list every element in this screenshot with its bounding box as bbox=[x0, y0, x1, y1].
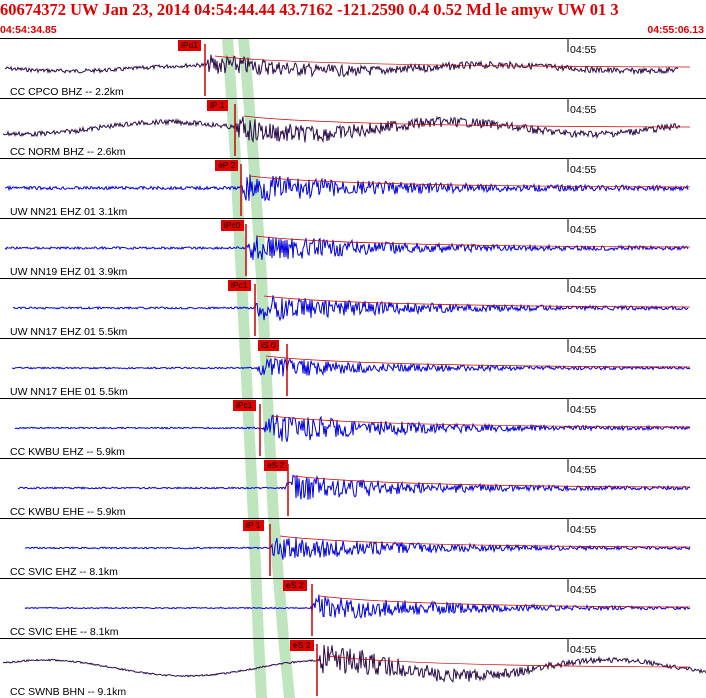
phase-pick-label[interactable]: iPc0 bbox=[221, 220, 244, 231]
coda-envelope bbox=[214, 55, 691, 68]
trace-panel[interactable]: iPc0 04:55 UW NN19 EHZ 01 3.9km bbox=[0, 218, 706, 278]
minute-tick-label: 04:55 bbox=[570, 404, 597, 416]
phase-pick-label[interactable]: iP 1 bbox=[207, 100, 228, 111]
seismic-waveform bbox=[14, 414, 691, 442]
trace-panel[interactable]: eS 2 04:55 CC SWNB BHN -- 9.1km bbox=[0, 638, 706, 698]
minute-tick-label: 04:55 bbox=[570, 224, 597, 236]
station-channel-label: CC SVIC EHE -- 8.1km bbox=[10, 626, 119, 638]
minute-tick-label: 04:55 bbox=[570, 284, 597, 296]
trace-panel[interactable]: eS 2 04:55 CC SVIC EHE -- 8.1km bbox=[0, 578, 706, 638]
minute-tick-label: 04:55 bbox=[570, 164, 597, 176]
phase-pick-label[interactable]: eP 2 bbox=[215, 160, 239, 171]
phase-pick-label[interactable]: eS 2 bbox=[283, 580, 307, 591]
phase-pick-label[interactable]: eS 2 bbox=[264, 460, 288, 471]
trace-panel[interactable]: iPd1 04:55 CC CPCO BHZ -- 2.2km bbox=[0, 38, 706, 98]
coda-envelope bbox=[255, 235, 691, 248]
coda-envelope bbox=[271, 415, 691, 428]
phase-pick-label[interactable]: eS 2 bbox=[290, 640, 314, 651]
seismic-waveform bbox=[2, 644, 706, 683]
station-channel-label: UW NN21 EHZ 01 3.1km bbox=[10, 206, 128, 218]
coda-envelope bbox=[243, 115, 691, 128]
station-channel-label: CC SVIC EHZ -- 8.1km bbox=[10, 566, 118, 578]
seismic-waveform bbox=[4, 174, 689, 202]
minute-tick-label: 04:55 bbox=[570, 344, 597, 356]
station-channel-label: UW NN19 EHZ 01 3.9km bbox=[10, 266, 128, 278]
phase-pick-label[interactable]: iPd1 bbox=[178, 40, 202, 51]
record-header: 60674372 UW Jan 23, 2014 04:54:44.44 43.… bbox=[0, 0, 706, 37]
minute-tick-label: 04:55 bbox=[570, 524, 597, 536]
seismic-waveform bbox=[24, 594, 691, 619]
phase-pick-label[interactable]: iP 1 bbox=[243, 520, 264, 531]
window-start-time: 04:54:34.85 bbox=[0, 24, 57, 36]
seismic-waveform bbox=[24, 537, 691, 560]
trace-panel[interactable]: iPc1 04:55 CC KWBU EHZ -- 5.9km bbox=[0, 398, 706, 458]
phase-pick-label[interactable]: iPc1 bbox=[228, 280, 251, 291]
event-summary-title: 60674372 UW Jan 23, 2014 04:54:44.44 43.… bbox=[0, 0, 619, 19]
station-channel-label: CC SWNB BHN -- 9.1km bbox=[10, 686, 127, 698]
station-channel-label: UW NN17 EHE 01 5.5km bbox=[10, 386, 128, 398]
minute-tick-label: 04:55 bbox=[570, 104, 597, 116]
window-end-time: 04:55:06.13 bbox=[647, 24, 704, 36]
station-channel-label: CC CPCO BHZ -- 2.2km bbox=[10, 86, 124, 98]
coda-envelope bbox=[319, 595, 691, 608]
station-channel-label: CC KWBU EHE -- 5.9km bbox=[10, 506, 126, 518]
seismic-waveform bbox=[4, 235, 689, 261]
seismic-waveform bbox=[4, 54, 679, 78]
minute-tick-label: 04:55 bbox=[570, 464, 597, 476]
phase-pick-label[interactable]: iPc1 bbox=[233, 400, 256, 411]
minute-tick-label: 04:55 bbox=[570, 584, 597, 596]
coda-envelope bbox=[265, 355, 691, 368]
trace-panel[interactable]: iP 1 04:55 CC NORM BHZ -- 2.6km bbox=[0, 98, 706, 158]
trace-panel[interactable]: eP 2 04:55 UW NN21 EHZ 01 3.1km bbox=[0, 158, 706, 218]
minute-tick-label: 04:55 bbox=[570, 44, 597, 56]
seismic-waveform bbox=[11, 357, 691, 377]
trace-panel[interactable]: iS 0 04:55 UW NN17 EHE 01 5.5km bbox=[0, 338, 706, 398]
station-channel-label: UW NN17 EHZ 01 5.5km bbox=[10, 326, 128, 338]
coda-envelope bbox=[263, 295, 691, 308]
minute-tick-label: 04:55 bbox=[570, 644, 597, 656]
trace-panel[interactable]: iPc1 04:55 UW NN17 EHZ 01 5.5km bbox=[0, 278, 706, 338]
phase-band-overlay bbox=[2, 38, 706, 698]
phase-pick-label[interactable]: iS 0 bbox=[258, 340, 279, 351]
station-channel-label: CC NORM BHZ -- 2.6km bbox=[10, 146, 126, 158]
coda-envelope bbox=[279, 535, 691, 548]
coda-envelope bbox=[327, 655, 691, 668]
station-channel-label: CC KWBU EHZ -- 5.9km bbox=[10, 446, 125, 458]
seismic-waveform bbox=[2, 115, 681, 144]
s-phase-band bbox=[238, 38, 295, 698]
seismogram-panels: iPd1 04:55 CC CPCO BHZ -- 2.2km iP 1 04:55 CC… bbox=[0, 38, 706, 698]
trace-panel[interactable]: iP 1 04:55 CC SVIC EHZ -- 8.1km bbox=[0, 518, 706, 578]
trace-panel[interactable]: eS 2 04:55 CC KWBU EHE -- 5.9km bbox=[0, 458, 706, 518]
coda-envelope bbox=[293, 475, 691, 488]
coda-envelope bbox=[249, 175, 691, 188]
